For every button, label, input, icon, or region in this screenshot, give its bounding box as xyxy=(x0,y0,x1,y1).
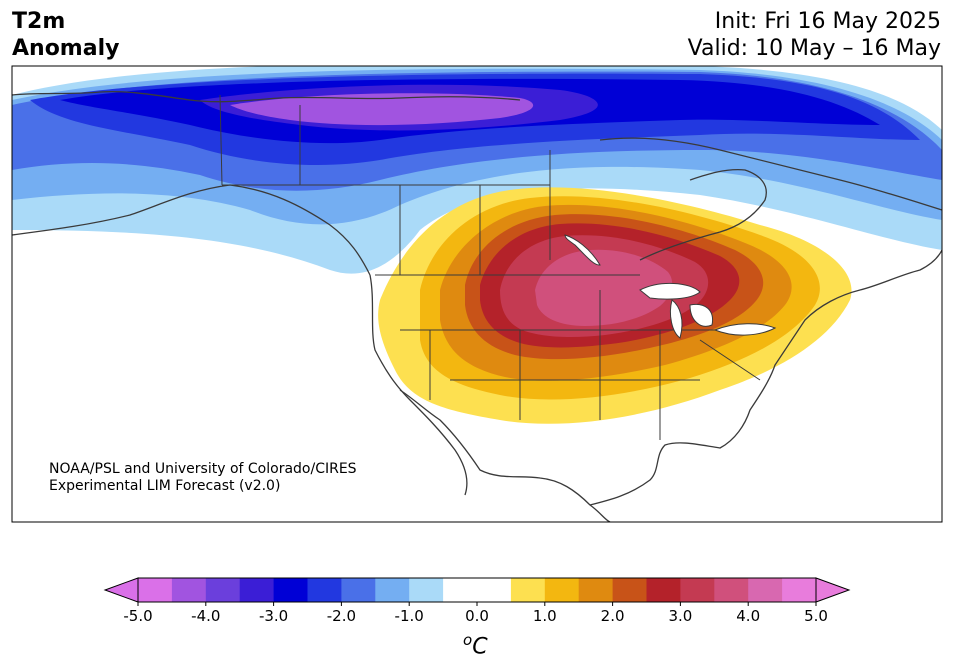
colorbar-tick-label: 4.0 xyxy=(736,607,760,625)
colorbar-bin xyxy=(409,578,444,602)
coastlines xyxy=(12,90,942,522)
colorbar-bin xyxy=(646,578,681,602)
colorbar: -5.0 -4.0 -3.0 -2.0 -1.0 0.0 1.0 2.0 3.0 4.0 5.0 xyxy=(103,577,851,625)
title-line-2: Anomaly xyxy=(12,36,120,61)
credit-line-2: Experimental LIM Forecast (v2.0) xyxy=(49,478,281,494)
colorbar-tick-label: 2.0 xyxy=(601,607,625,625)
warm-anomaly-band-7 xyxy=(535,249,673,326)
colorbar-bin xyxy=(171,578,207,602)
title-line-1: T2m xyxy=(12,9,66,34)
colorbar-bin xyxy=(680,578,715,602)
colorbar-tick-label: -3.0 xyxy=(259,607,288,625)
colorbar-bin xyxy=(578,578,614,602)
colorbar-bin xyxy=(205,578,241,602)
colorbar-bin xyxy=(273,578,308,602)
colorbar-bin xyxy=(714,578,749,602)
data-credit: NOAA/PSL and University of Colorado/CIRE… xyxy=(49,461,357,495)
colorbar-bin xyxy=(443,578,478,602)
init-date: Init: Fri 16 May 2025 xyxy=(714,9,941,34)
colorbar-bin xyxy=(748,578,783,602)
colorbar-bin xyxy=(138,578,173,602)
colorbar-unit: oC xyxy=(463,631,488,659)
colorbar-bin xyxy=(612,578,647,602)
colorbar-tick-label: 1.0 xyxy=(533,607,557,625)
colorbar-bin xyxy=(239,578,275,602)
colorbar-tick-label: -5.0 xyxy=(123,607,152,625)
forecast-dates: Init: Fri 16 May 2025 Valid: 10 May – 16… xyxy=(688,8,941,62)
colorbar-tick-label: -2.0 xyxy=(327,607,356,625)
map-frame xyxy=(11,65,943,523)
colorbar-bin xyxy=(341,578,376,602)
colorbar-tick-label: 0.0 xyxy=(465,607,489,625)
map-title: T2m Anomaly xyxy=(12,8,119,62)
unit-letter: C xyxy=(472,634,488,660)
colorbar-bin xyxy=(477,578,512,602)
colorbar-over-arrow xyxy=(815,577,851,603)
colorbar-tick-label: 3.0 xyxy=(668,607,692,625)
colorbar-bin xyxy=(307,578,342,602)
political-borders xyxy=(219,94,761,440)
colorbar-tick-label: -1.0 xyxy=(395,607,424,625)
colorbar-bin xyxy=(782,578,817,602)
colorbar-bin xyxy=(510,578,546,602)
credit-line-1: NOAA/PSL and University of Colorado/CIRE… xyxy=(49,461,357,477)
colorbar-under-arrow xyxy=(103,577,139,603)
cold-anomaly-band-7 xyxy=(230,93,534,126)
colorbar-bin xyxy=(375,578,410,602)
great-lakes xyxy=(564,234,777,339)
colorbar-bin xyxy=(544,578,580,602)
colorbar-tick-label: -4.0 xyxy=(191,607,220,625)
valid-range: Valid: 10 May – 16 May xyxy=(687,36,941,61)
colorbar-tick-label: 5.0 xyxy=(804,607,828,625)
degree-sup: o xyxy=(463,631,473,649)
